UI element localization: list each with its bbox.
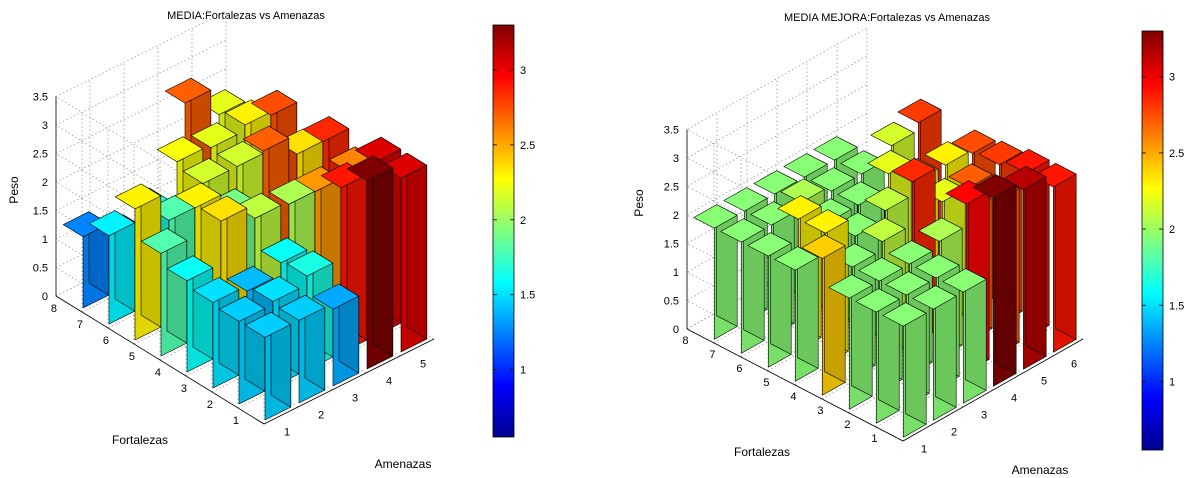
colorbar-tick-label: 2.5 (520, 140, 535, 152)
colorbar (1141, 30, 1164, 451)
x-tick-label: 1 (284, 427, 290, 439)
y-tick-label: 6 (736, 363, 742, 375)
y-tick-label: 8 (682, 335, 688, 347)
x-tick-label: 4 (1011, 393, 1017, 405)
y-tick-label: 4 (790, 391, 796, 403)
bar (140, 228, 188, 357)
bar (1002, 165, 1047, 370)
bar (882, 302, 927, 438)
x-tick-label: 5 (1041, 376, 1047, 388)
y-tick-label: 1 (233, 415, 239, 427)
colorbar-tick-label: 2.5 (1169, 148, 1184, 160)
bar (774, 246, 819, 382)
z-tick-label: 2.5 (33, 149, 48, 161)
x-tick-label: 2 (318, 410, 324, 422)
colorbar-tick-label: 1.5 (520, 290, 535, 302)
bar (972, 174, 1017, 387)
y-tick-label: 3 (181, 383, 187, 395)
z-tick-label: 2 (42, 177, 48, 189)
bar (912, 285, 957, 421)
x-tick-label: 6 (1071, 359, 1077, 371)
z-axis-label: Peso (632, 189, 646, 217)
x-axis-label: Amenazas (1012, 463, 1069, 477)
y-tick-label: 4 (155, 367, 161, 379)
y-axis-label: Fortalezas (734, 445, 790, 459)
bars (693, 98, 1077, 438)
y-tick-label: 3 (817, 405, 823, 417)
colorbar-tick-label: 3 (520, 65, 526, 77)
x-tick-label: 3 (352, 393, 358, 405)
y-tick-label: 6 (103, 335, 109, 347)
bar (346, 155, 394, 370)
chart-title: MEDIA MEJORA:Fortalezas vs Amenazas (784, 12, 991, 24)
bar (942, 268, 987, 404)
z-tick-label: 1 (42, 234, 48, 246)
y-tick-label: 8 (51, 303, 57, 315)
z-tick-label: 2 (673, 210, 679, 222)
z-tick-label: 3 (673, 153, 679, 165)
bar (278, 294, 326, 404)
z-tick-label: 3.5 (664, 125, 679, 137)
x-tick-label: 1 (921, 444, 927, 456)
x-tick-label: 2 (951, 427, 957, 439)
z-tick-label: 0 (42, 291, 48, 303)
colorbar-tick-label: 2 (1169, 224, 1175, 236)
chart-media: MEDIA:Fortalezas vs Amenazas 0 0.5 1 1.5 2 2.5… (7, 10, 535, 471)
colorbar-tick-label: 2 (520, 215, 526, 227)
bar (380, 152, 428, 353)
y-tick-label: 5 (129, 351, 135, 363)
x-axis (902, 338, 1084, 442)
colorbar-tick-label: 1 (520, 365, 526, 377)
colorbar-tick-label: 1 (1169, 376, 1175, 388)
bar (312, 283, 360, 387)
y-tick-label: 5 (763, 377, 769, 389)
colorbar-tick-label: 1.5 (1169, 300, 1184, 312)
y-axis-label: Fortalezas (112, 433, 168, 447)
x-axis (263, 338, 435, 425)
y-axis (686, 328, 904, 442)
y-tick-label: 1 (871, 433, 877, 445)
x-tick-label: 3 (981, 410, 987, 422)
x-axis-label: Amenazas (375, 457, 432, 471)
z-tick-label: 0.5 (664, 296, 679, 308)
chart-media-mejora: MEDIA MEJORA:Fortalezas vs Amenazas 0 0.5 1… (632, 12, 1184, 477)
colorbar (492, 24, 515, 438)
z-axis-label: Peso (7, 176, 21, 204)
colorbar-tick-label: 3 (1169, 72, 1175, 84)
z-tick-label: 1 (673, 267, 679, 279)
x-tick-label: 5 (420, 359, 426, 371)
y-tick-label: 7 (709, 349, 715, 361)
y-tick-label: 2 (207, 399, 213, 411)
z-tick-label: 1.5 (664, 239, 679, 251)
z-tick-label: 3.5 (33, 92, 48, 104)
bars (62, 77, 428, 421)
z-tick-label: 0.5 (33, 263, 48, 275)
x-tick-label: 4 (386, 376, 392, 388)
z-tick-label: 1.5 (33, 206, 48, 218)
chart-title: MEDIA:Fortalezas vs Amenazas (167, 10, 325, 22)
y-axis (55, 295, 265, 425)
bar (244, 311, 292, 421)
z-tick-label: 0 (673, 324, 679, 336)
y-tick-label: 7 (77, 319, 83, 331)
y-tick-label: 2 (844, 419, 850, 431)
bar (693, 204, 738, 340)
z-tick-label: 2.5 (664, 182, 679, 194)
z-tick-label: 3 (42, 120, 48, 132)
